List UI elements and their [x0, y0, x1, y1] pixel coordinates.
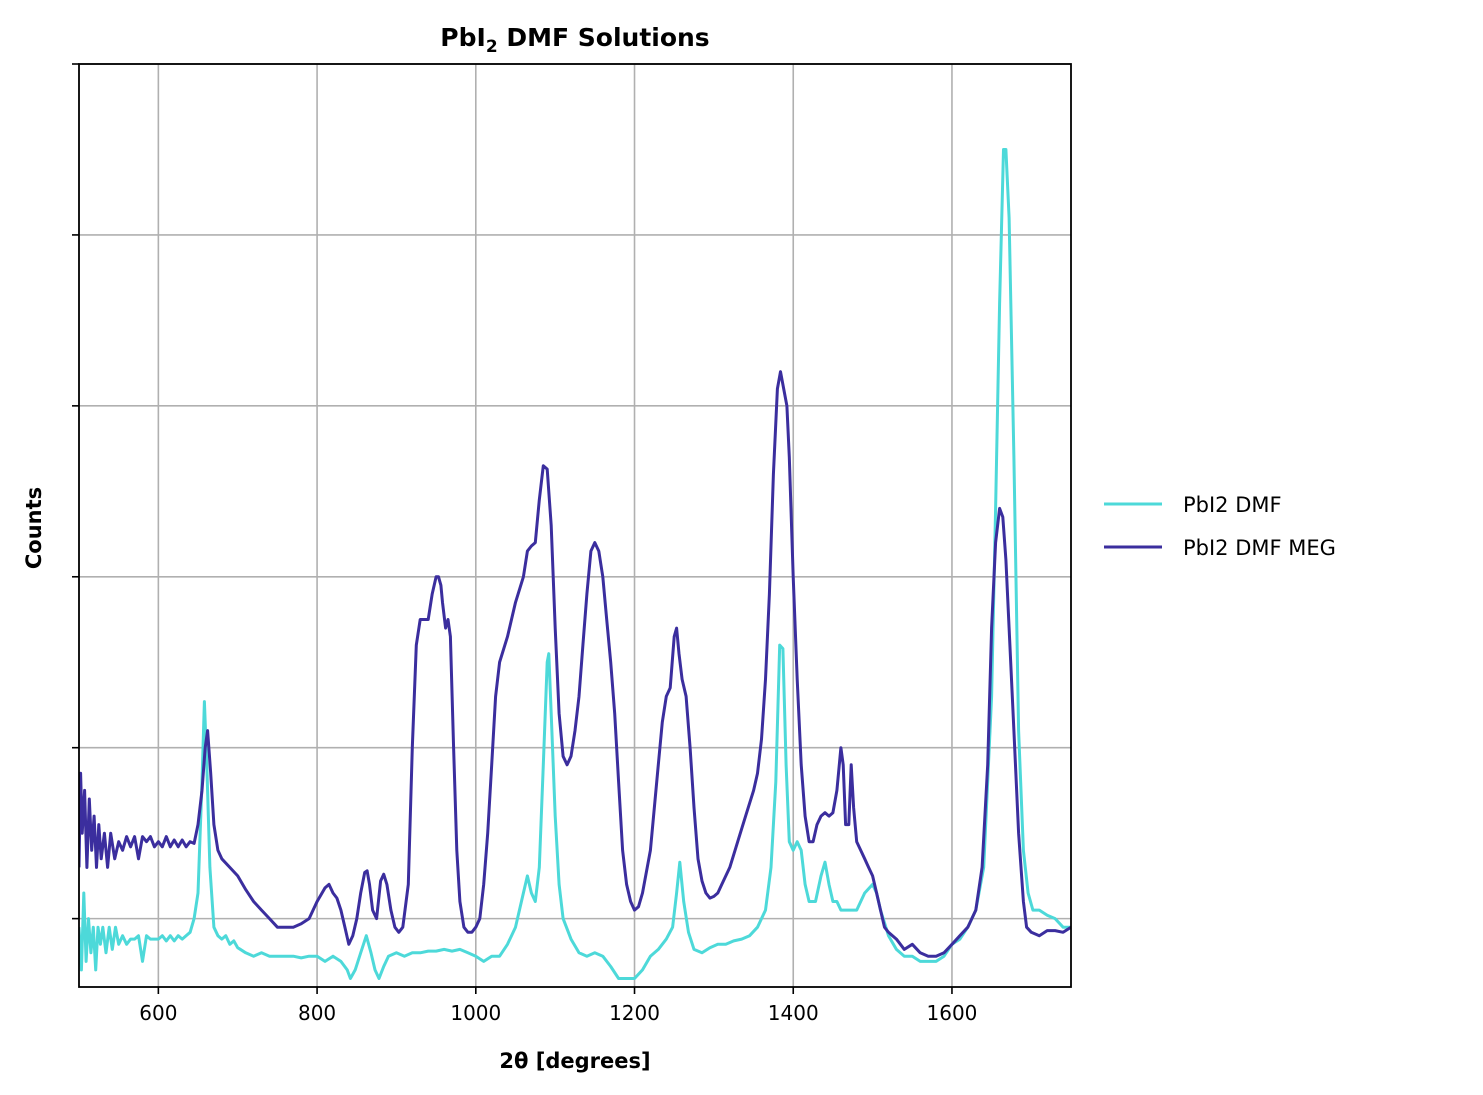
legend-label: PbI2 DMF MEG	[1183, 536, 1336, 560]
series-line-1	[79, 148, 1071, 980]
x-tick-label: 1000	[450, 1001, 501, 1025]
x-tick-label: 1200	[609, 1001, 660, 1025]
y-axis-ticks	[72, 63, 79, 920]
axes-frame	[78, 63, 1072, 988]
title-main: PbI	[440, 23, 486, 52]
series-layer	[79, 148, 1071, 980]
chart-title: PbI2 DMF Solutions	[440, 23, 709, 57]
title-rest: DMF Solutions	[498, 23, 710, 52]
series-line-2	[79, 370, 1071, 958]
x-tick-label: 1600	[927, 1001, 978, 1025]
x-tick-label: 600	[139, 1001, 177, 1025]
x-axis-label: 2θ [degrees]	[499, 1049, 650, 1073]
y-axis-label: Counts	[22, 487, 46, 569]
x-tick-label: 800	[298, 1001, 336, 1025]
legend: PbI2 DMF PbI2 DMF MEG	[1104, 493, 1336, 560]
legend-label: PbI2 DMF	[1183, 493, 1282, 517]
title-subscript: 2	[486, 37, 498, 57]
grid	[79, 63, 1071, 987]
x-tick-label: 1400	[768, 1001, 819, 1025]
x-axis-ticks: 600 800 1000 1200 1400 1600	[139, 987, 977, 1025]
